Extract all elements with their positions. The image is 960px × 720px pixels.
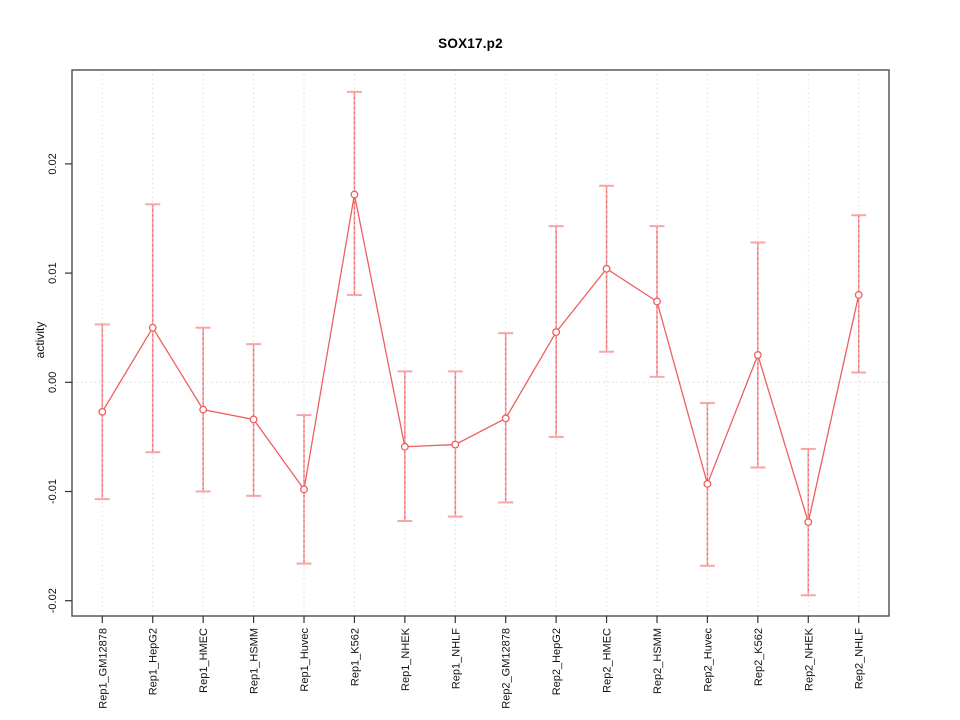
x-tick-label: Rep2_HMEC xyxy=(602,628,614,693)
x-tick-label: Rep1_GM12878 xyxy=(97,628,109,709)
data-point xyxy=(400,442,409,451)
x-tick-label: Rep1_Huvec xyxy=(299,628,311,692)
data-point xyxy=(703,479,712,488)
y-tick-label: 0.02 xyxy=(47,153,59,174)
y-tick-label: -0.02 xyxy=(47,588,59,613)
x-tick-label: Rep2_HSMM xyxy=(652,628,664,694)
data-point xyxy=(501,414,510,423)
x-tick-label: Rep1_NHEK xyxy=(400,627,412,691)
x-tick-label: Rep2_Huvec xyxy=(702,628,714,692)
data-point xyxy=(98,407,107,416)
data-point xyxy=(854,291,863,299)
x-tick-label: Rep1_HSMM xyxy=(249,628,261,694)
y-tick-label: 0.00 xyxy=(47,372,59,393)
data-point xyxy=(148,323,157,332)
data-point xyxy=(753,351,762,359)
x-tick-label: Rep1_HMEC xyxy=(198,628,210,693)
data-point xyxy=(451,440,460,449)
x-tick-label: Rep2_NHEK xyxy=(803,627,815,691)
x-tick-label: Rep2_NHLF xyxy=(854,628,866,689)
data-point xyxy=(602,264,611,273)
x-tick-label: Rep2_K562 xyxy=(753,628,765,686)
series-line xyxy=(101,194,860,525)
x-tick-label: Rep1_K562 xyxy=(349,628,361,686)
y-tick-label: 0.01 xyxy=(47,262,59,283)
data-point xyxy=(653,297,661,306)
data-point xyxy=(249,415,258,424)
data-point xyxy=(300,485,308,494)
x-tick-label: Rep1_NHLF xyxy=(450,628,462,689)
y-tick-label: -0.01 xyxy=(47,479,59,504)
x-tick-label: Rep2_HepG2 xyxy=(551,628,563,695)
data-point xyxy=(350,190,359,199)
x-tick-label: Rep1_HepG2 xyxy=(148,628,160,695)
y-axis-label: activity xyxy=(33,322,47,359)
chart-title: SOX17.p2 xyxy=(438,36,503,51)
data-point xyxy=(804,518,813,527)
data-point xyxy=(552,328,561,337)
x-tick-label: Rep2_GM12878 xyxy=(501,628,513,709)
data-point xyxy=(199,405,208,414)
plot-frame xyxy=(71,69,890,617)
